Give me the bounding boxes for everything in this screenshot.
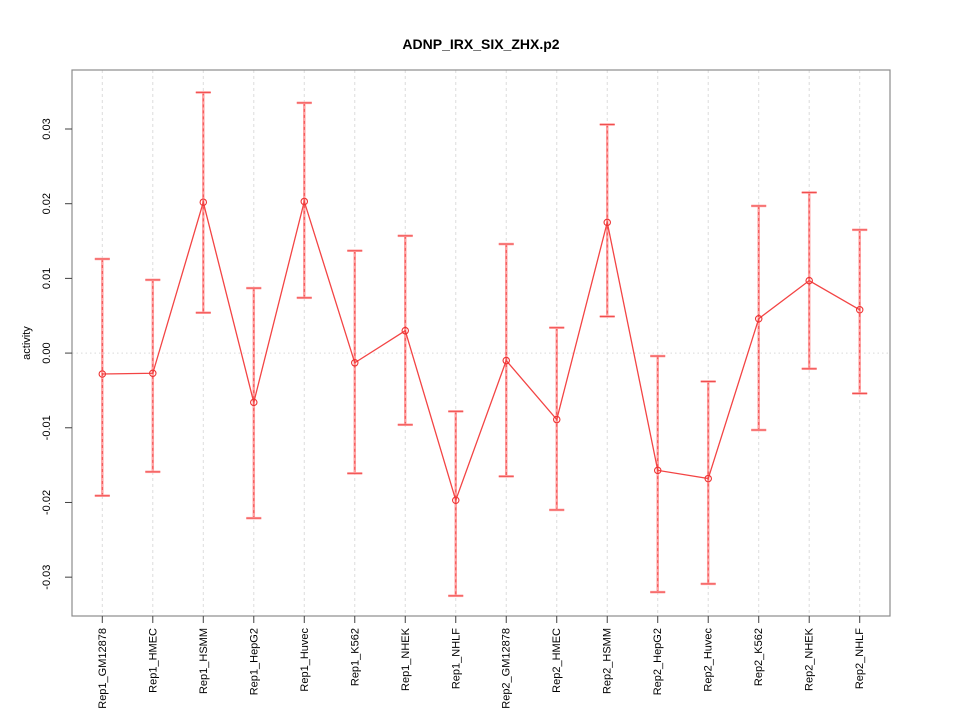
x-tick-label: Rep1_HSMM [198,628,210,694]
data-point [502,356,510,365]
y-tick-label: -0.02 [41,490,53,515]
x-tick-label: Rep1_K562 [349,628,361,686]
data-point [653,466,662,475]
x-tick-label: Rep2_HMEC [551,628,563,693]
x-tick-label: Rep1_Huvec [299,628,311,692]
x-tick-label: Rep1_GM12878 [97,628,109,709]
data-point [351,359,359,367]
series-line [102,199,861,503]
x-tick-label: Rep1_HMEC [147,628,159,693]
x-tick-label: Rep1_NHLF [450,628,462,689]
y-tick-label: -0.01 [41,415,53,440]
data-point [149,369,157,378]
x-tick-label: Rep2_NHLF [854,628,866,689]
y-tick-label: 0.01 [41,268,53,289]
data-point [805,276,813,285]
data-point [98,370,107,378]
plot-box [71,69,891,617]
data-point [704,474,712,483]
y-tick-label: 0.00 [41,342,53,363]
data-point [250,398,258,407]
x-tick-label: Rep2_Huvec [703,628,715,692]
x-tick-label: Rep2_NHEK [804,627,816,691]
x-tick-label: Rep2_GM12878 [501,628,513,709]
x-tick-label: Rep2_HSMM [602,628,614,694]
y-tick-label: 0.02 [41,193,53,214]
y-tick-label: 0.03 [41,118,53,139]
data-point [552,415,561,424]
y-tick-label: -0.03 [41,565,53,590]
data-point [452,496,460,504]
x-tick-label: Rep2_K562 [753,628,765,686]
data-point [855,306,864,314]
x-tick-label: Rep1_HepG2 [248,628,260,695]
data-point [754,314,763,323]
data-point [401,326,410,335]
data-point [300,197,309,206]
data-point [199,198,208,206]
x-tick-label: Rep1_NHEK [400,627,412,691]
data-point [603,218,611,227]
chart-title: ADNP_IRX_SIX_ZHX.p2 [402,36,560,52]
x-tick-label: Rep2_HepG2 [652,628,664,695]
